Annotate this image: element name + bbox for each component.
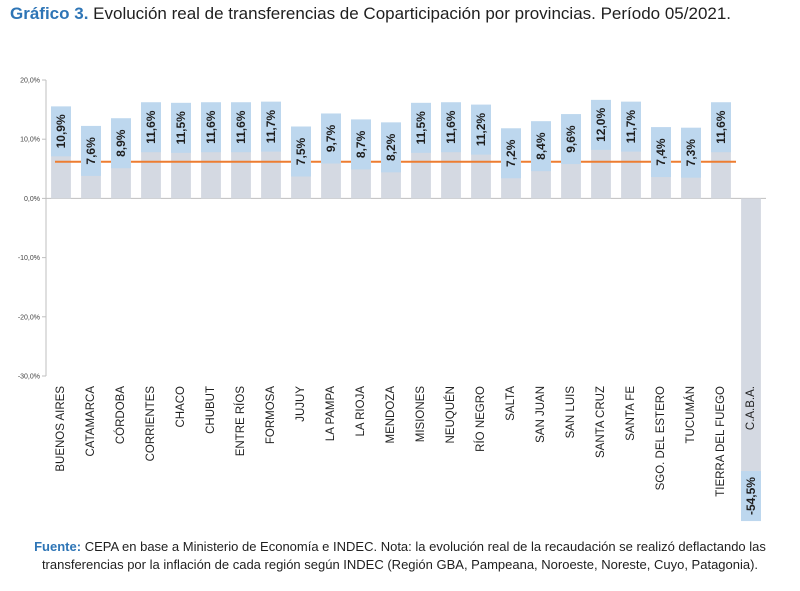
category-label: CÓRDOBA: [114, 386, 127, 444]
data-label-box: [141, 102, 161, 153]
category-label: LA PAMPA: [325, 386, 337, 442]
data-label: 11,7%: [264, 110, 278, 144]
y-tick-label: -10,0%: [18, 255, 40, 262]
category-label: CORRIENTES: [145, 386, 157, 462]
data-label-box: [681, 127, 701, 178]
data-label: 7,2%: [504, 139, 518, 167]
y-tick-label: -30,0%: [18, 374, 40, 381]
category-label: CHACO: [175, 386, 187, 428]
source-text: CEPA en base a Ministerio de Economía e …: [41, 539, 766, 572]
data-label-box: [261, 101, 281, 152]
data-label-box: [351, 119, 371, 170]
data-label: 8,4%: [534, 132, 548, 160]
bar: [741, 198, 761, 522]
data-label-box: [381, 122, 401, 173]
data-label: -54,5%: [744, 477, 758, 515]
data-label-box: [411, 102, 431, 153]
data-label: 10,9%: [54, 114, 68, 148]
data-label-box: [621, 101, 641, 152]
data-label-box: [81, 125, 101, 176]
data-label: 11,6%: [444, 110, 458, 144]
data-label-box: [561, 114, 581, 165]
chart-title-lead: Gráfico 3.: [10, 4, 89, 23]
data-label: 8,7%: [354, 130, 368, 158]
category-label: JUJUY: [295, 386, 307, 422]
category-label: LA RIOJA: [355, 386, 367, 437]
data-label: 7,4%: [654, 138, 668, 166]
category-label: MENDOZA: [385, 386, 397, 444]
category-label: SALTA: [505, 386, 517, 421]
category-label: MISIONES: [415, 386, 427, 443]
data-label-box: [51, 106, 71, 157]
category-label: CHUBUT: [205, 386, 217, 434]
y-tick-label: 10,0%: [20, 137, 40, 144]
data-label: 7,6%: [84, 137, 98, 165]
data-label-box: [171, 102, 191, 153]
data-label-box: [651, 127, 671, 178]
data-label: 12,0%: [594, 108, 608, 142]
data-label: 8,2%: [384, 133, 398, 161]
bar-chart: 20,0% 10,0% 0,0% -10,0% -20,0% -30,0% 10,9% 7,…: [18, 78, 766, 522]
data-label: 9,6%: [564, 125, 578, 153]
category-label: TUCUMÁN: [684, 386, 697, 444]
data-label-box: [471, 104, 491, 155]
data-label-box: [111, 118, 131, 169]
category-label: BUENOS AIRES: [55, 386, 67, 472]
data-label-box: [501, 128, 521, 179]
data-label-box: [591, 99, 611, 150]
data-label: 11,6%: [204, 110, 218, 144]
category-label: SAN LUIS: [565, 386, 577, 439]
category-label: TIERRA DEL FUEGO: [715, 386, 727, 497]
category-label: FORMOSA: [265, 386, 277, 444]
category-label: CATAMARCA: [85, 386, 97, 457]
y-tick-label: 0,0%: [24, 196, 40, 203]
data-label: 8,9%: [114, 129, 128, 157]
data-label-box: [711, 102, 731, 153]
y-tick-label: -20,0%: [18, 314, 40, 321]
data-label: 11,5%: [414, 111, 428, 145]
category-label: ENTRE RÍOS: [234, 386, 247, 457]
data-label-box: [231, 102, 251, 153]
source-lead: Fuente:: [34, 539, 82, 554]
category-label: SANTA FE: [625, 386, 637, 441]
source-note: Fuente: CEPA en base a Ministerio de Eco…: [20, 538, 780, 574]
category-label: NEUQUÉN: [444, 386, 457, 444]
data-label: 9,7%: [324, 124, 338, 152]
chart-title: Gráfico 3. Evolución real de transferenc…: [10, 4, 731, 24]
data-label: 11,2%: [474, 113, 488, 147]
data-label-box: [531, 121, 551, 172]
data-label-box: [201, 102, 221, 153]
data-label-box: [291, 126, 311, 177]
category-label: SGO. DEL ESTERO: [655, 386, 667, 490]
category-label: SANTA CRUZ: [595, 386, 607, 458]
data-label: 11,5%: [174, 111, 188, 145]
data-label: 11,6%: [234, 110, 248, 144]
chart-title-text: Evolución real de transferencias de Copa…: [93, 4, 732, 23]
data-label-box: [741, 471, 761, 522]
data-label: 7,5%: [294, 137, 308, 165]
y-tick-label: 20,0%: [20, 78, 40, 85]
data-label: 7,3%: [684, 139, 698, 167]
data-label: 11,7%: [624, 110, 638, 144]
category-label: C.A.B.A.: [745, 386, 757, 430]
data-label-box: [321, 113, 341, 164]
data-label-box: [441, 102, 461, 153]
data-label: 11,6%: [714, 110, 728, 144]
data-label: 11,6%: [144, 110, 158, 144]
category-label: RÍO NEGRO: [474, 386, 487, 452]
category-label: SAN JUAN: [535, 386, 547, 443]
